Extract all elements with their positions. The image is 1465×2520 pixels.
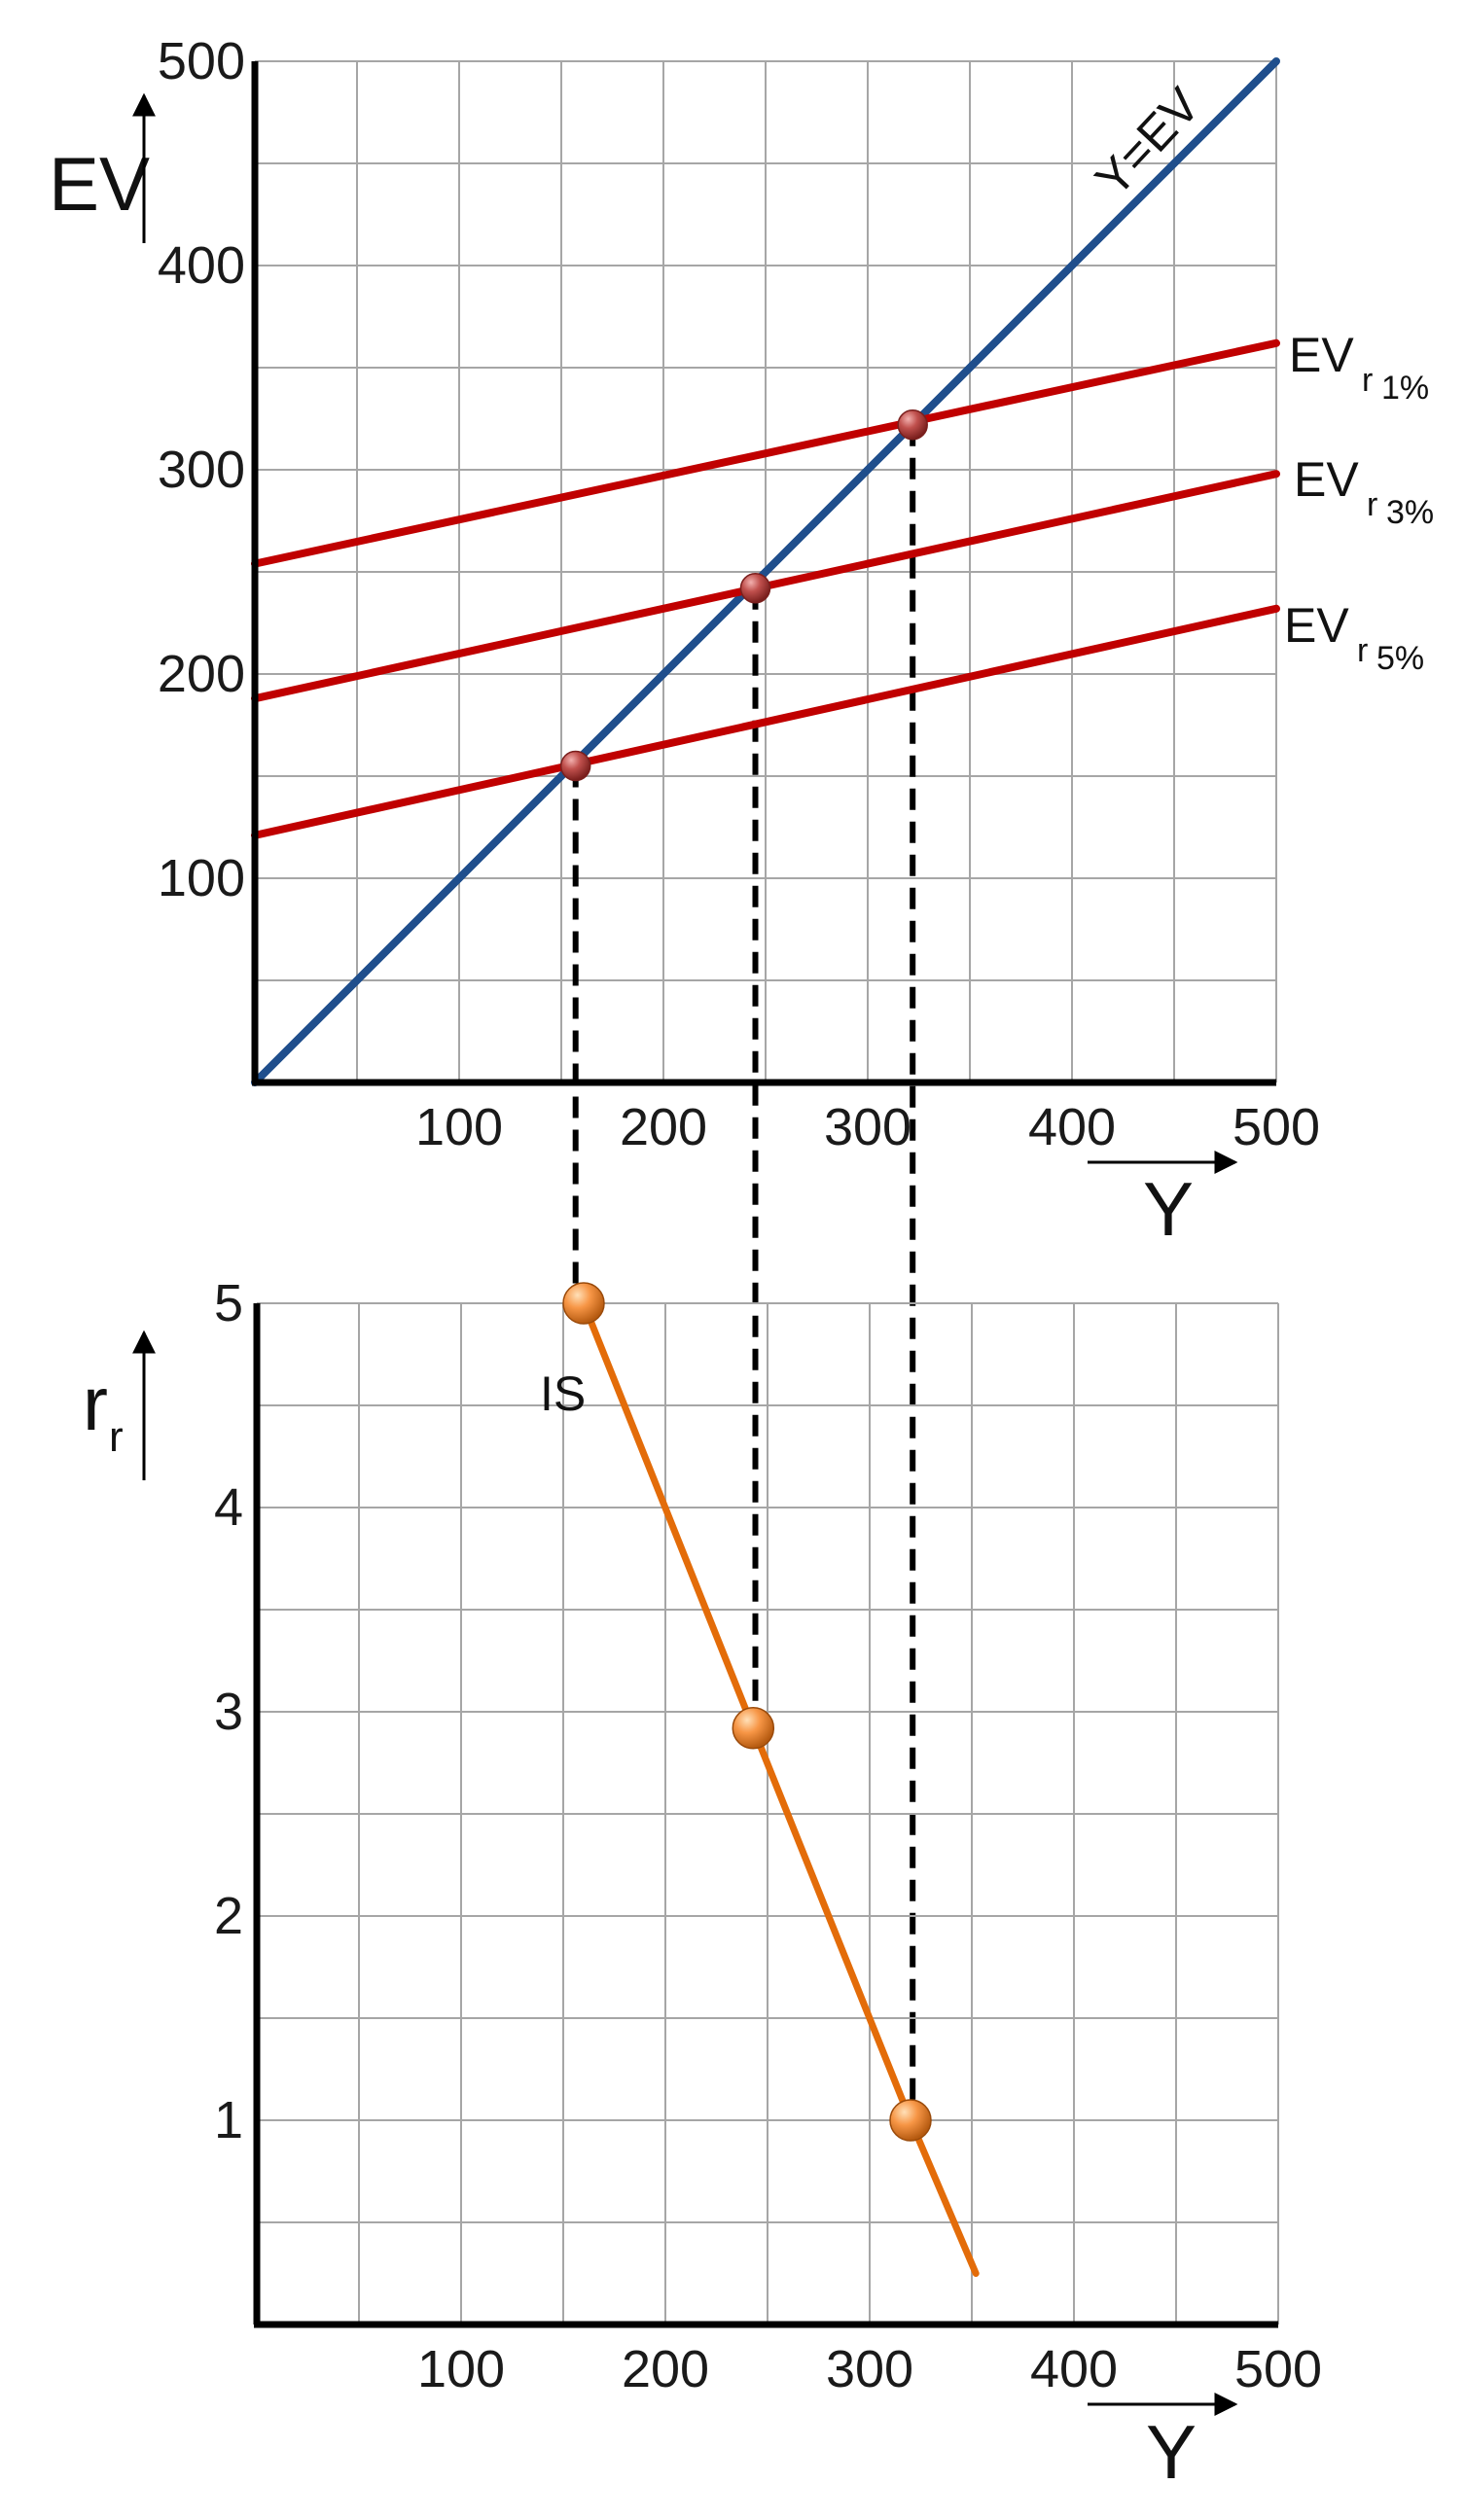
x-tick-label: 300 xyxy=(826,2340,913,2398)
x-tick-label: 400 xyxy=(1030,2340,1118,2398)
is-point xyxy=(562,1282,605,1325)
svg-text:r: r xyxy=(1357,632,1368,669)
x-tick-label: 500 xyxy=(1233,1098,1320,1156)
ev-chart-axes xyxy=(251,61,1276,1086)
x-tick-label: 400 xyxy=(1028,1098,1116,1156)
is-chart-points xyxy=(562,1282,932,2142)
is-chart-tick-labels: 100 200 300 400 500 1 2 3 4 5 xyxy=(214,1274,1322,2398)
rr-axis-title: r r xyxy=(83,1361,124,1461)
y-tick-label: 300 xyxy=(158,441,245,499)
svg-text:3%: 3% xyxy=(1386,494,1434,531)
svg-text:EV: EV xyxy=(1284,598,1349,653)
y-axis-title-top: Y xyxy=(1143,1166,1194,1252)
y-tick-label: 400 xyxy=(158,236,245,295)
is-chart: 100 200 300 400 500 1 2 3 4 5 r r Y IS xyxy=(83,1274,1322,2495)
x-tick-label: 200 xyxy=(620,1098,707,1156)
y-axis-title-bottom: Y xyxy=(1146,2409,1197,2495)
ev-line-5% xyxy=(251,604,1280,839)
intersection-point xyxy=(739,573,771,604)
ev-chart-grid xyxy=(255,60,1277,1083)
y-tick-label: 500 xyxy=(158,32,245,90)
is-curve-label: IS xyxy=(540,1366,586,1421)
svg-text:r: r xyxy=(109,1413,124,1461)
ev-chart-tick-labels: 100 200 300 400 500 100 200 300 400 500 xyxy=(158,32,1320,1156)
x-tick-label: 300 xyxy=(824,1098,911,1156)
y-tick-label: 5 xyxy=(214,1274,243,1332)
x-tick-label: 100 xyxy=(415,1098,503,1156)
x-tick-label: 200 xyxy=(622,2340,709,2398)
intersection-point xyxy=(559,750,591,782)
ev-r3-label: EV r 3% xyxy=(1294,452,1434,531)
y-tick-label: 4 xyxy=(214,1478,243,1537)
x-tick-label: 500 xyxy=(1234,2340,1322,2398)
ev-line-1% xyxy=(251,338,1280,568)
is-point xyxy=(889,2099,932,2142)
ev-r5-label: EV r 5% xyxy=(1284,598,1424,677)
y-tick-label: 1 xyxy=(214,2091,243,2149)
svg-text:r: r xyxy=(1362,362,1373,399)
is-chart-series xyxy=(580,1299,980,2277)
svg-text:EV: EV xyxy=(1289,328,1354,382)
ev-chart-intersections xyxy=(559,409,928,782)
is-chart-grid xyxy=(257,1302,1279,2325)
ev-chart-drop-lines xyxy=(572,424,916,2120)
y-equals-ev-line xyxy=(251,57,1280,1086)
svg-text:EV: EV xyxy=(1294,452,1359,507)
intersection-point xyxy=(897,409,928,441)
svg-text:r: r xyxy=(1367,486,1377,523)
y-tick-label: 100 xyxy=(158,849,245,907)
svg-text:r: r xyxy=(83,1361,108,1446)
svg-text:1%: 1% xyxy=(1381,370,1429,407)
x-tick-label: 100 xyxy=(417,2340,505,2398)
ev-r1-label: EV r 1% xyxy=(1289,328,1429,407)
is-chart-axes xyxy=(253,1303,1278,2328)
is-point xyxy=(732,1707,775,1750)
y-tick-label: 3 xyxy=(214,1683,243,1741)
ev-axis-title: EV xyxy=(49,141,150,227)
y-tick-label: 2 xyxy=(214,1887,243,1945)
y-tick-label: 200 xyxy=(158,645,245,703)
is-curve-line xyxy=(580,1299,980,2277)
svg-text:5%: 5% xyxy=(1376,640,1424,677)
